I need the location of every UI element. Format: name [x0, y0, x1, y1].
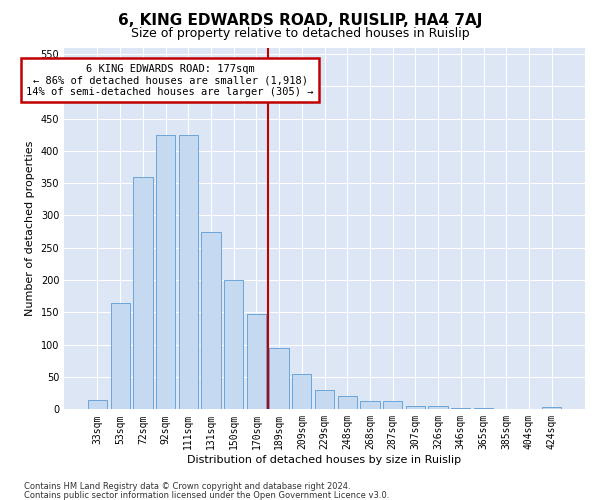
Text: Contains public sector information licensed under the Open Government Licence v3: Contains public sector information licen… [24, 490, 389, 500]
Bar [133, 176, 152, 410]
Bar [156, 134, 175, 409]
Bar [315, 390, 334, 409]
Text: 6, KING EDWARDS ROAD, RUISLIP, HA4 7AJ: 6, KING EDWARDS ROAD, RUISLIP, HA4 7AJ [118, 12, 482, 28]
X-axis label: Distribution of detached houses by size in Ruislip: Distribution of detached houses by size … [187, 455, 461, 465]
Bar [224, 280, 244, 409]
Bar [88, 400, 107, 409]
Bar [292, 374, 311, 410]
Text: Size of property relative to detached houses in Ruislip: Size of property relative to detached ho… [131, 28, 469, 40]
Bar [247, 314, 266, 410]
Bar [202, 232, 221, 410]
Bar [542, 406, 562, 410]
Bar [179, 134, 198, 409]
Y-axis label: Number of detached properties: Number of detached properties [25, 140, 35, 316]
Bar [361, 401, 380, 409]
Text: 6 KING EDWARDS ROAD: 177sqm
← 86% of detached houses are smaller (1,918)
14% of : 6 KING EDWARDS ROAD: 177sqm ← 86% of det… [26, 64, 314, 97]
Text: Contains HM Land Registry data © Crown copyright and database right 2024.: Contains HM Land Registry data © Crown c… [24, 482, 350, 491]
Bar [269, 348, 289, 410]
Bar [406, 406, 425, 409]
Bar [383, 401, 403, 409]
Bar [338, 396, 357, 409]
Bar [451, 408, 470, 410]
Bar [428, 406, 448, 409]
Bar [110, 302, 130, 410]
Bar [474, 408, 493, 410]
